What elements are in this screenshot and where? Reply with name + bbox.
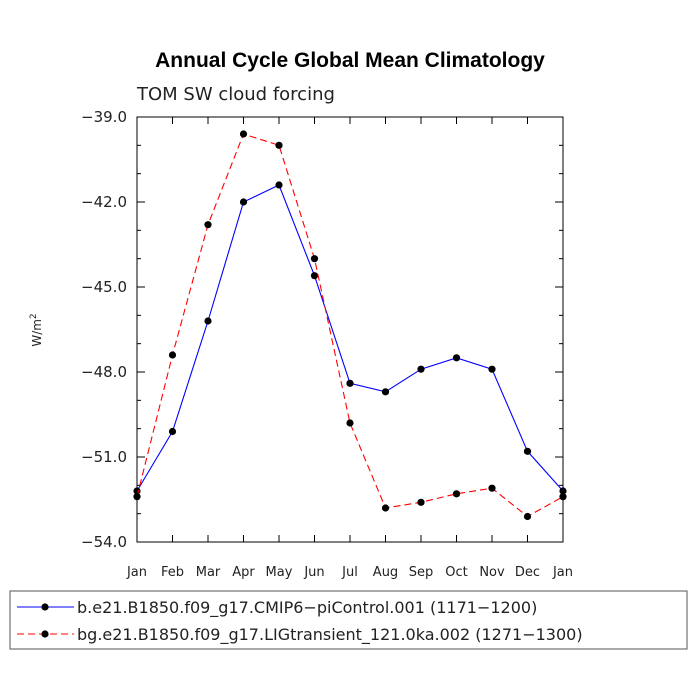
x-tick-label: May bbox=[266, 565, 293, 580]
series-2-point bbox=[346, 419, 354, 427]
x-tick-label: Mar bbox=[196, 565, 221, 580]
x-tick-label: Sep bbox=[409, 565, 434, 580]
y-tick-label: −51.0 bbox=[81, 448, 127, 466]
y-axis-label: W/m2 bbox=[29, 313, 44, 346]
y-tick-label: −42.0 bbox=[81, 193, 127, 211]
legend-box bbox=[9, 590, 688, 650]
y-tick-label: −48.0 bbox=[81, 363, 127, 381]
series-1-point bbox=[417, 365, 425, 373]
series-2-point bbox=[381, 504, 390, 512]
chart-title: Annual Cycle Global Mean Climatology bbox=[155, 49, 545, 72]
x-tick-label: Jun bbox=[303, 565, 324, 580]
plot-axes: −39.0 −42.0 −45.0 −48.0 −51.0 −54.0 Jan Feb Mar A… bbox=[81, 108, 573, 580]
series-1-point bbox=[523, 447, 532, 455]
y-axis-label-main: W/m bbox=[30, 319, 44, 347]
x-tick-label: Feb bbox=[161, 565, 184, 580]
series-1-point bbox=[381, 388, 390, 396]
x-tick-label: Jan bbox=[126, 565, 147, 580]
legend-marker-1 bbox=[41, 603, 49, 611]
chart-subtitle: TOM SW cloud forcing bbox=[136, 84, 335, 105]
legend-marker-2 bbox=[41, 630, 49, 638]
plot-frame bbox=[136, 116, 564, 543]
series-1-point bbox=[239, 198, 248, 206]
series-2-point bbox=[417, 498, 425, 506]
y-tick-label: −45.0 bbox=[81, 278, 127, 296]
series-1-point bbox=[452, 354, 461, 362]
x-tick-label: Oct bbox=[445, 565, 467, 580]
series-2-point bbox=[452, 490, 461, 498]
x-tick-label: Aug bbox=[373, 565, 398, 580]
series-2-point bbox=[204, 221, 212, 229]
series-1-point bbox=[275, 181, 283, 189]
legend-label-1: b.e21.B1850.f09_g17.CMIP6−piControl.001 … bbox=[77, 598, 537, 618]
legend-label-2: bg.e21.B1850.f09_g17.LIGtransient_121.0k… bbox=[77, 625, 583, 645]
x-tick-label: Jul bbox=[341, 565, 358, 580]
series-2-point bbox=[168, 351, 177, 359]
x-tick-label: Nov bbox=[479, 565, 505, 580]
series-1-point bbox=[310, 272, 319, 280]
series-2-point bbox=[239, 130, 248, 138]
series-line-1 bbox=[136, 184, 564, 492]
series-1-point bbox=[488, 365, 496, 373]
series-1-point bbox=[168, 427, 177, 436]
legend: b.e21.B1850.f09_g17.CMIP6−piControl.001 … bbox=[9, 590, 688, 650]
series-line-2 bbox=[136, 133, 564, 518]
series-1-point bbox=[133, 487, 141, 495]
series-2-point bbox=[488, 484, 496, 492]
series-1-point bbox=[204, 317, 212, 325]
series-2-point bbox=[559, 493, 567, 501]
series-2-point bbox=[133, 493, 141, 501]
series-1-point bbox=[346, 379, 354, 387]
series-2-point bbox=[310, 255, 319, 263]
series-2-point bbox=[275, 141, 283, 149]
x-tick-label: Dec bbox=[515, 565, 540, 580]
x-tick-label: Apr bbox=[232, 565, 255, 580]
y-axis-label-sup: 2 bbox=[29, 313, 39, 319]
series-2-point bbox=[523, 512, 532, 521]
series-layer bbox=[133, 130, 567, 521]
x-tick-label: Jan bbox=[552, 565, 573, 580]
series-1-point bbox=[559, 487, 567, 495]
y-tick-label: −54.0 bbox=[81, 533, 127, 551]
y-tick-label: −39.0 bbox=[81, 108, 127, 126]
